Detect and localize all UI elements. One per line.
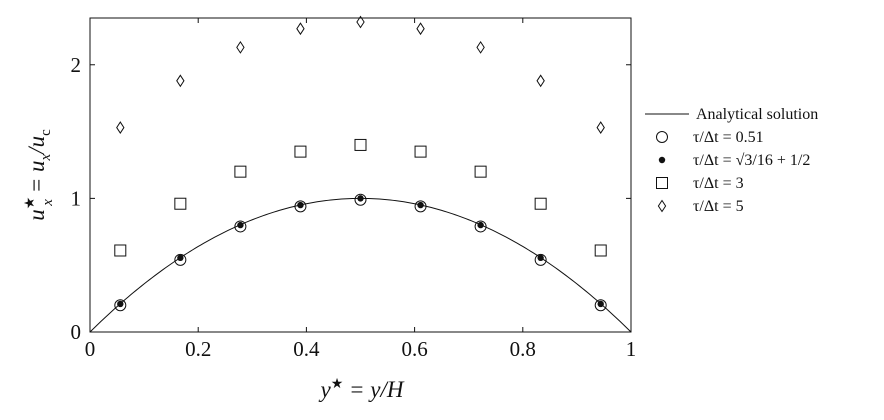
point-dot <box>177 254 184 262</box>
point-circle <box>174 253 187 266</box>
point-square <box>234 165 247 178</box>
point-square <box>114 244 127 257</box>
analytical-curve-layer <box>89 197 632 333</box>
point-dot <box>117 300 124 308</box>
legend: Analytical solution τ/Δt = 0.51 τ/Δt = √3/… <box>645 106 818 215</box>
point-square <box>294 145 307 158</box>
point-diamond <box>236 40 245 54</box>
x-tick-label: 0 <box>85 337 96 361</box>
point-diamond <box>536 74 545 88</box>
data-marks-layer <box>114 15 607 312</box>
legend-label: τ/Δt = √3/16 + 1/2 <box>693 152 810 169</box>
point-circle <box>354 193 367 206</box>
y-axis-label: u★ x = ux/uc <box>23 129 56 221</box>
y-tick-label: 0 <box>71 320 82 344</box>
point-circle <box>114 299 127 312</box>
point-diamond <box>296 22 305 36</box>
legend-label: τ/Δt = 5 <box>693 198 744 215</box>
point-circle <box>534 253 547 266</box>
point-square <box>174 197 187 210</box>
point-diamond <box>356 15 365 29</box>
point-diamond <box>116 121 125 134</box>
legend-marker-diamond <box>657 199 667 213</box>
y-tick-label: 2 <box>71 53 82 77</box>
legend-label: τ/Δt = 0.51 <box>693 129 764 146</box>
point-diamond <box>176 74 185 88</box>
point-circle <box>294 200 307 213</box>
point-square <box>474 165 487 178</box>
point-square <box>414 145 427 158</box>
legend-label: Analytical solution <box>696 106 818 123</box>
legend-marker-circle <box>656 131 668 143</box>
legend-label: τ/Δt = 3 <box>693 175 744 192</box>
point-dot <box>297 201 304 209</box>
y-tick-label: 1 <box>71 186 82 210</box>
point-circle <box>414 200 427 213</box>
point-diamond <box>476 40 485 54</box>
analytical-solution-line <box>89 197 632 333</box>
point-dot <box>537 254 544 262</box>
point-circle <box>234 220 247 233</box>
point-dot <box>417 201 424 209</box>
point-square <box>594 244 607 257</box>
point-dot <box>237 221 244 229</box>
x-tick-label: 0.8 <box>510 337 536 361</box>
legend-marker-dot <box>658 156 666 164</box>
x-tick-label: 1 <box>626 337 637 361</box>
tick-labels-layer: 0 0.2 0.4 0.6 0.8 1 0 1 2 <box>71 53 637 361</box>
plot-frame <box>89 17 632 333</box>
point-square <box>354 138 367 151</box>
point-dot <box>357 195 364 202</box>
point-dot <box>597 300 604 308</box>
point-dot <box>477 221 484 229</box>
legend-marker-square <box>656 177 668 189</box>
x-tick-label: 0.4 <box>293 337 320 361</box>
point-circle <box>594 299 607 312</box>
point-diamond <box>416 22 425 36</box>
x-axis-label: y★ = y/H <box>318 377 404 402</box>
x-tick-label: 0.6 <box>401 337 427 361</box>
x-tick-label: 0.2 <box>185 337 211 361</box>
ticks-layer <box>89 18 632 333</box>
point-square <box>534 197 547 210</box>
point-diamond <box>596 121 605 134</box>
point-circle <box>474 220 487 233</box>
